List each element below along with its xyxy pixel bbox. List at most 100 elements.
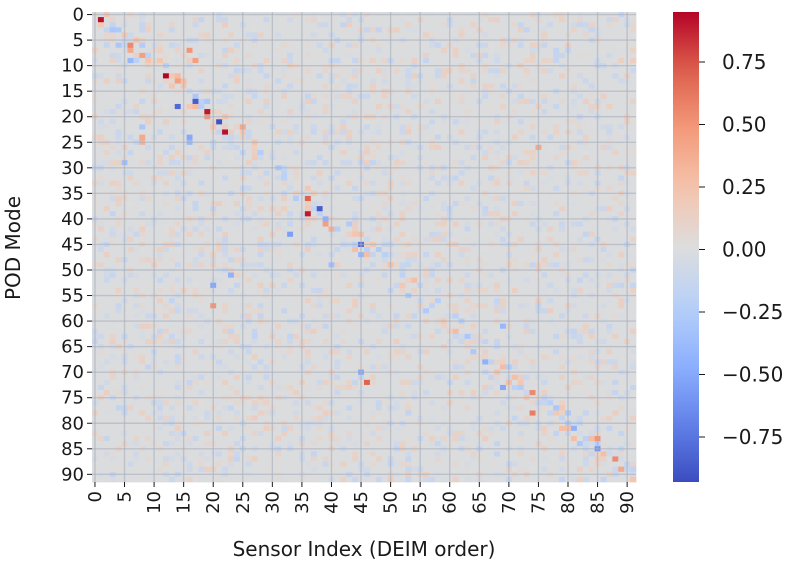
heatmap-cell bbox=[310, 226, 318, 233]
heatmap-cell bbox=[588, 73, 595, 79]
heatmap-cell bbox=[304, 73, 312, 79]
heatmap-cell bbox=[233, 262, 241, 268]
heatmap-cell bbox=[547, 109, 554, 115]
heatmap-cell bbox=[381, 257, 388, 263]
heatmap-cell bbox=[245, 73, 252, 79]
heatmap-cell bbox=[304, 119, 312, 125]
heatmap-cell bbox=[440, 109, 448, 115]
heatmap-cell bbox=[606, 282, 613, 289]
heatmap-cell bbox=[606, 195, 613, 202]
heatmap-cell bbox=[576, 57, 584, 64]
heatmap-cell bbox=[115, 68, 122, 74]
heatmap-cell bbox=[375, 180, 383, 187]
heatmap-cell bbox=[334, 144, 341, 151]
heatmap-cell bbox=[582, 134, 590, 141]
heatmap-cell bbox=[364, 103, 371, 110]
heatmap-cell bbox=[157, 47, 164, 54]
heatmap-cell bbox=[263, 206, 270, 212]
heatmap-cell bbox=[494, 201, 501, 207]
heatmap-cell bbox=[381, 98, 388, 105]
heatmap-cell bbox=[115, 103, 122, 110]
heatmap-cell bbox=[411, 52, 418, 59]
heatmap-cell bbox=[293, 17, 300, 23]
heatmap-cell bbox=[346, 22, 353, 28]
heatmap-cell bbox=[423, 170, 430, 176]
heatmap-cell bbox=[275, 160, 282, 166]
heatmap-cell bbox=[186, 180, 193, 187]
heatmap-cell bbox=[612, 282, 619, 289]
heatmap-cell bbox=[458, 27, 465, 33]
heatmap-cell bbox=[198, 287, 205, 294]
heatmap-cell bbox=[570, 109, 578, 115]
heatmap-cell bbox=[482, 32, 489, 38]
heatmap-cell bbox=[600, 57, 607, 64]
heatmap-cell bbox=[127, 27, 134, 33]
heatmap-cell bbox=[511, 262, 519, 268]
heatmap-cell bbox=[293, 206, 300, 212]
heatmap-cell bbox=[334, 282, 341, 289]
heatmap-cell bbox=[145, 226, 152, 233]
heatmap-cell bbox=[139, 287, 146, 294]
heatmap-cell bbox=[257, 134, 264, 141]
heatmap-cell bbox=[103, 103, 111, 110]
heatmap-cell bbox=[157, 185, 164, 192]
heatmap-cell bbox=[222, 32, 229, 38]
heatmap-cell bbox=[310, 129, 318, 135]
heatmap-cell bbox=[109, 78, 116, 84]
heatmap-cell bbox=[423, 185, 430, 192]
heatmap-cell bbox=[334, 134, 341, 141]
heatmap-cell bbox=[322, 180, 329, 187]
heatmap-cell bbox=[304, 195, 312, 202]
heatmap-cell bbox=[233, 17, 241, 23]
heatmap-cell bbox=[263, 22, 270, 28]
heatmap-cell bbox=[582, 119, 590, 125]
heatmap-cell bbox=[133, 124, 140, 130]
heatmap-cell bbox=[600, 93, 607, 100]
heatmap-cell bbox=[352, 236, 359, 243]
heatmap-cell bbox=[470, 119, 477, 125]
heatmap-cell bbox=[434, 134, 442, 141]
heatmap-cell bbox=[263, 236, 270, 243]
heatmap-cell bbox=[204, 27, 211, 33]
heatmap-cell bbox=[139, 73, 146, 79]
heatmap-cell bbox=[174, 175, 182, 181]
heatmap-cell bbox=[488, 185, 495, 192]
heatmap-cell bbox=[281, 170, 288, 176]
heatmap-cell bbox=[588, 226, 595, 233]
heatmap-cell bbox=[600, 185, 607, 192]
heatmap-cell bbox=[541, 160, 548, 166]
heatmap-cell bbox=[145, 98, 152, 105]
heatmap-cell bbox=[346, 160, 353, 166]
heatmap-cell bbox=[310, 211, 318, 217]
heatmap-cell bbox=[186, 109, 193, 115]
heatmap-cell bbox=[245, 247, 252, 253]
heatmap-cell bbox=[452, 57, 459, 64]
heatmap-cell bbox=[198, 129, 205, 135]
heatmap-cell bbox=[222, 155, 229, 161]
heatmap-cell bbox=[488, 22, 495, 28]
heatmap-cell bbox=[411, 129, 418, 135]
heatmap-cell bbox=[216, 160, 223, 166]
heatmap-cell bbox=[405, 134, 412, 141]
heatmap-cell bbox=[97, 277, 105, 284]
heatmap-cell bbox=[316, 252, 323, 258]
heatmap-cell bbox=[109, 236, 116, 243]
heatmap-cell bbox=[245, 221, 252, 227]
heatmap-cell bbox=[399, 17, 406, 23]
heatmap-cell bbox=[559, 201, 566, 207]
heatmap-cell bbox=[523, 42, 530, 49]
heatmap-cell bbox=[612, 236, 619, 243]
heatmap-cell bbox=[375, 185, 383, 192]
heatmap-cell bbox=[393, 206, 400, 212]
heatmap-cell bbox=[139, 180, 146, 187]
heatmap-cell bbox=[192, 134, 199, 141]
heatmap-cell bbox=[582, 22, 590, 28]
heatmap-cell bbox=[553, 73, 560, 79]
heatmap-cell bbox=[109, 262, 116, 268]
heatmap-cell bbox=[186, 42, 193, 49]
heatmap-cell bbox=[275, 252, 282, 258]
heatmap-cell bbox=[411, 68, 418, 74]
heatmap-cell bbox=[470, 160, 477, 166]
heatmap-cell bbox=[582, 236, 590, 243]
heatmap-cell bbox=[245, 124, 252, 130]
